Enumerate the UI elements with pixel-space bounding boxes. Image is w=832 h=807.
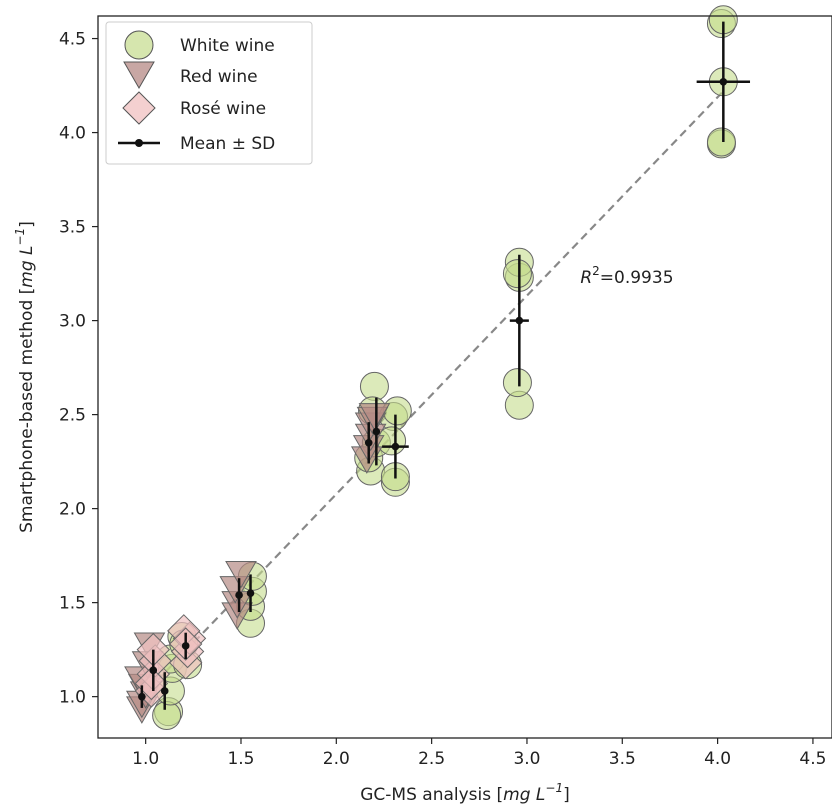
- red-wine-point: [358, 403, 391, 431]
- legend-red-wine-label: Red wine: [180, 67, 258, 87]
- error-bars-layer: [138, 21, 751, 710]
- rose-wine-point: [134, 666, 169, 701]
- x-tick-label: 4.0: [704, 749, 731, 769]
- legend-rose-wine-label: Rosé wine: [180, 99, 266, 119]
- legend-mean-sd-dot: [135, 139, 143, 147]
- mean-sd-point: [160, 687, 169, 695]
- y-tick-label: 2.0: [59, 500, 86, 520]
- mean-sd-point: [181, 642, 190, 650]
- mean-sd-point: [719, 78, 728, 86]
- x-tick-label: 1.5: [227, 749, 254, 769]
- x-ticks: 1.0 1.5 2.0 2.5 3.0 3.5 4.0 4.5: [132, 738, 826, 769]
- mean-sd-point: [391, 442, 400, 451]
- legend-white-wine-marker: [124, 30, 154, 60]
- white-wine-point: [359, 371, 389, 401]
- mean-sd-point: [364, 439, 373, 447]
- legend-frame: [105, 21, 313, 165]
- x-tick-label: 2.0: [323, 749, 350, 769]
- legend-rose-wine-marker: [122, 91, 156, 125]
- white-wine-point: [502, 259, 532, 289]
- mean-sd-point: [372, 427, 381, 436]
- y-tick-label: 1.5: [59, 594, 86, 614]
- r-squared-annotation: R2=0.9935: [580, 264, 673, 288]
- mean-sd-point: [138, 692, 146, 701]
- x-tick-label: 3.0: [513, 749, 540, 769]
- fit-line: [139, 90, 725, 700]
- mean-sd-point: [246, 589, 255, 598]
- y-ticks: 1.0 1.5 2.0 2.5 3.0 3.5 4.0 4.5: [59, 30, 98, 708]
- legend-mean-sd-label: Mean ± SD: [180, 134, 275, 154]
- mean-sd-point: [149, 666, 158, 675]
- legend: White wine Red wine Rosé wine Mean ± SD: [105, 21, 313, 165]
- plot-frame: [97, 15, 832, 739]
- mean-sd-point: [515, 316, 524, 325]
- x-tick-label: 4.5: [799, 749, 826, 769]
- y-tick-label: 3.0: [59, 312, 86, 332]
- mean-sd-point: [235, 591, 243, 599]
- x-tick-label: 3.5: [609, 749, 636, 769]
- x-tick-label: 2.5: [418, 749, 445, 769]
- y-axis-label: Smartphone-based method [mg L−1]: [13, 221, 37, 533]
- fit-line-layer: [139, 90, 725, 700]
- white-wine-point: [382, 396, 412, 426]
- red-wine-point: [225, 561, 257, 589]
- white-wine-point: [706, 127, 736, 157]
- legend-white-wine-label: White wine: [180, 36, 275, 56]
- y-tick-label: 3.5: [59, 218, 86, 238]
- legend-red-wine-marker: [123, 61, 155, 90]
- white-wine-point: [502, 368, 532, 398]
- y-tick-label: 4.0: [59, 124, 86, 144]
- x-tick-label: 1.0: [132, 749, 159, 769]
- y-tick-label: 1.0: [59, 688, 86, 708]
- y-tick-label: 2.5: [59, 406, 86, 426]
- x-axis-label: GC-MS analysis [mg L−1]: [360, 781, 570, 805]
- y-tick-label: 4.5: [59, 30, 86, 50]
- white-wine-point: [152, 700, 182, 730]
